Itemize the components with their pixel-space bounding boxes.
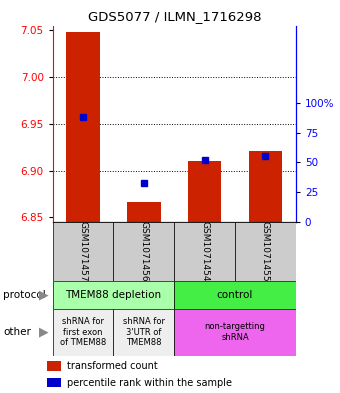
Text: GSM1071456: GSM1071456	[139, 221, 148, 282]
Text: shRNA for
first exon
of TMEM88: shRNA for first exon of TMEM88	[60, 317, 106, 347]
Bar	[174, 281, 296, 309]
Bar	[53, 281, 174, 309]
Text: protocol: protocol	[3, 290, 46, 300]
Bar	[47, 361, 61, 371]
Bar	[47, 378, 61, 387]
Text: TMEM88 depletion: TMEM88 depletion	[65, 290, 162, 300]
Bar	[127, 202, 160, 222]
Text: control: control	[217, 290, 253, 300]
Bar	[249, 151, 282, 222]
Bar	[235, 222, 296, 281]
Bar	[53, 309, 114, 356]
Bar	[174, 309, 296, 356]
Text: GSM1071454: GSM1071454	[200, 221, 209, 282]
Bar	[188, 161, 221, 222]
Text: non-targetting
shRNA: non-targetting shRNA	[205, 322, 266, 342]
Text: ▶: ▶	[39, 288, 49, 301]
Bar	[174, 222, 235, 281]
Text: shRNA for
3'UTR of
TMEM88: shRNA for 3'UTR of TMEM88	[123, 317, 165, 347]
Text: other: other	[3, 327, 31, 337]
Bar	[114, 309, 174, 356]
Text: ▶: ▶	[39, 325, 49, 339]
Title: GDS5077 / ILMN_1716298: GDS5077 / ILMN_1716298	[87, 10, 261, 23]
Text: GSM1071457: GSM1071457	[79, 221, 88, 282]
Text: percentile rank within the sample: percentile rank within the sample	[67, 378, 232, 387]
Text: transformed count: transformed count	[67, 360, 157, 371]
Bar	[53, 222, 114, 281]
Bar	[114, 222, 174, 281]
Text: GSM1071455: GSM1071455	[261, 221, 270, 282]
Bar	[66, 32, 100, 222]
